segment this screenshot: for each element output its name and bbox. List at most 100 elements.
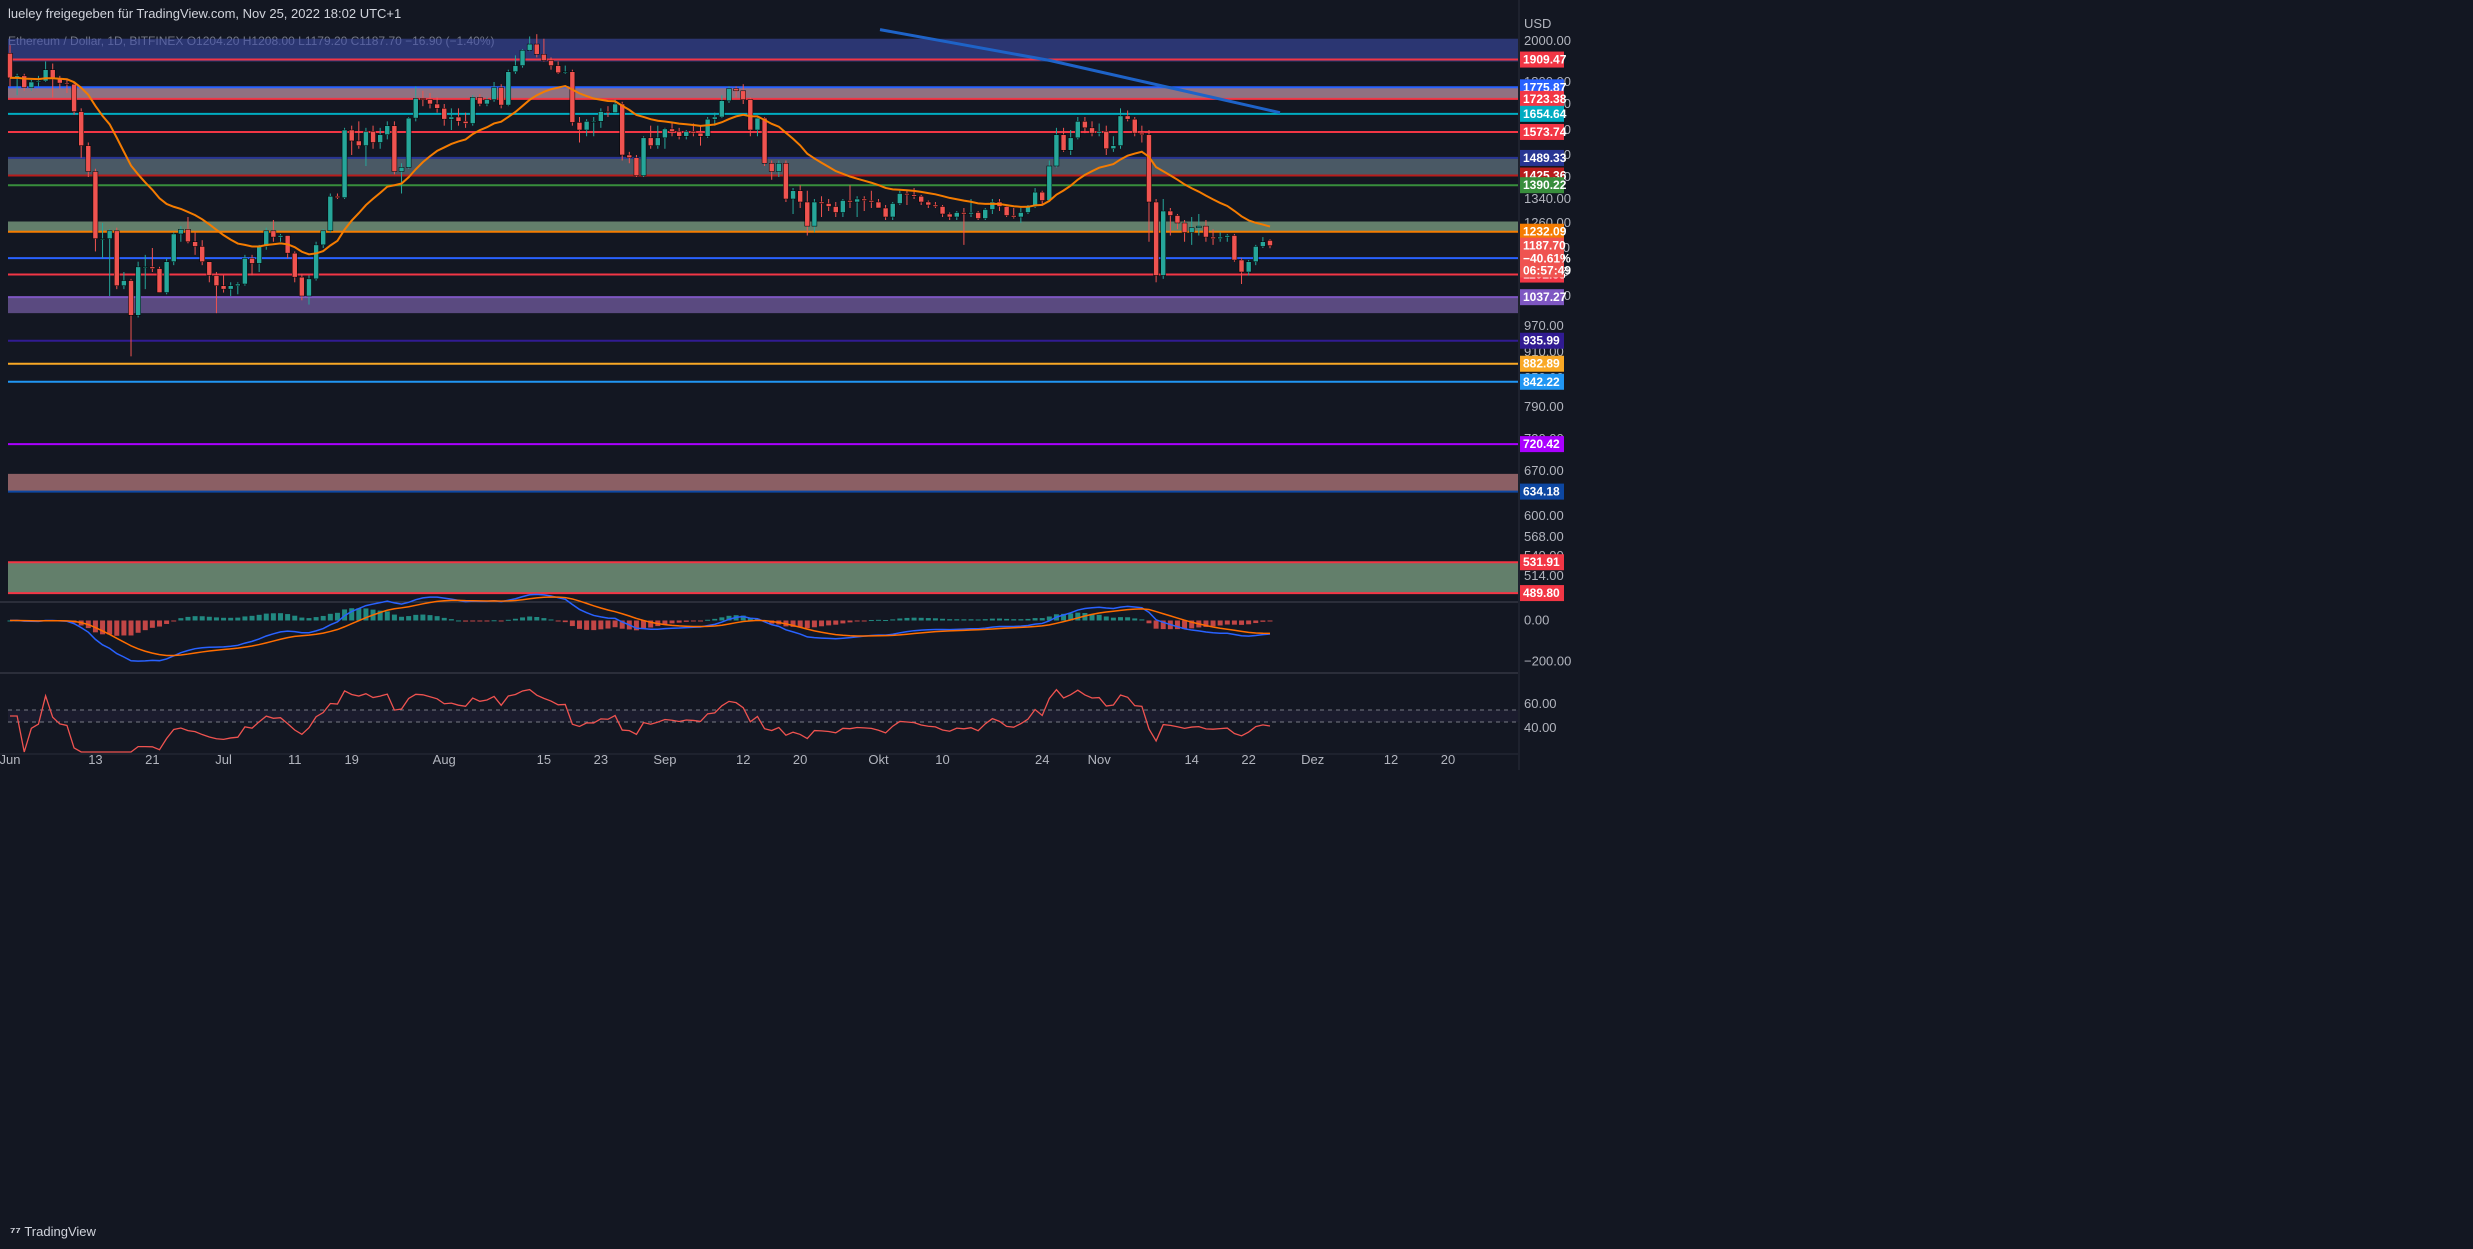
macd-histogram-bar (897, 618, 903, 621)
candle-body (441, 108, 447, 120)
candle-body (1188, 227, 1195, 233)
macd-histogram-bar (512, 618, 518, 621)
macd-histogram-bar (662, 620, 668, 625)
macd-histogram-bar (804, 620, 810, 629)
macd-y-tick: −200.00 (1524, 654, 1571, 669)
candle-body (1032, 191, 1038, 207)
candle (242, 254, 248, 286)
macd-histogram-bar (377, 610, 383, 621)
candle (783, 160, 789, 202)
macd-signal-line (9, 596, 1271, 657)
candle-body (1018, 212, 1024, 218)
candle (1160, 199, 1166, 279)
candle-body (534, 43, 540, 55)
candle-body (1067, 137, 1074, 151)
candle-body (1253, 246, 1259, 262)
macd-histogram-bar (541, 618, 547, 621)
candle-body (633, 157, 640, 176)
macd-histogram-bar (249, 615, 255, 621)
candle-body (612, 103, 618, 113)
macd-histogram-bar (491, 620, 497, 622)
candle-body (1053, 134, 1060, 167)
macd-histogram-bar (833, 620, 839, 625)
candle-body (548, 60, 554, 66)
macd-histogram-bar (107, 620, 113, 635)
candle (676, 127, 682, 140)
candle (1117, 108, 1124, 149)
candle (427, 93, 433, 109)
macd-histogram-bar (505, 619, 511, 621)
macd-histogram-bar (790, 620, 796, 627)
candle (1132, 117, 1138, 137)
candle-body (797, 190, 803, 203)
candle-body (7, 53, 13, 79)
candle (975, 211, 981, 220)
candle-body (1110, 145, 1117, 149)
candle-body (1124, 115, 1131, 120)
level-label-bg-7 (1520, 177, 1564, 194)
candle-body (968, 212, 974, 215)
candle (847, 185, 853, 208)
candle (605, 106, 611, 117)
candle (833, 202, 839, 217)
candle (1124, 110, 1131, 122)
y-tick-label: 1340.00 (1524, 191, 1571, 206)
macd-histogram-bar (1260, 620, 1266, 622)
macd-histogram-bar (577, 620, 582, 629)
candle (505, 69, 512, 107)
level-label-13: 882.89 (1523, 357, 1560, 371)
candle-body (149, 266, 156, 269)
level-label-3: 1654.64 (1523, 107, 1567, 121)
macd-histogram-bar (463, 620, 469, 622)
candle (982, 208, 988, 220)
candle-body (754, 117, 761, 131)
candle-body (946, 213, 953, 218)
macd-histogram-bar (591, 620, 597, 631)
macd-histogram-bar (527, 616, 533, 621)
macd-histogram-bar (1132, 618, 1138, 621)
candle-body (526, 43, 533, 51)
macd-histogram-bar (1203, 620, 1209, 627)
macd-histogram-bar (520, 617, 526, 621)
candle-body (178, 229, 184, 235)
macd-histogram-bar (883, 619, 889, 621)
macd-histogram-bar (1096, 614, 1102, 621)
candle-body (655, 137, 661, 146)
candle (213, 272, 220, 314)
macd-histogram-bar (968, 619, 974, 621)
candle (861, 196, 867, 211)
candle (768, 160, 775, 180)
x-tick-label: Sep (653, 752, 676, 767)
candle (598, 108, 604, 128)
candle (114, 227, 120, 290)
candle-body (861, 198, 867, 201)
level-label-bg-18 (1520, 585, 1564, 602)
candle-body (128, 280, 134, 316)
candle-body (413, 98, 419, 119)
macd-histogram-bar (1103, 616, 1109, 621)
candle-body (220, 285, 227, 290)
candle-body (583, 121, 590, 131)
candle-body (590, 121, 597, 123)
x-tick-label: 21 (145, 752, 159, 767)
candle-body (356, 140, 362, 146)
candle (1196, 214, 1202, 236)
candle (163, 258, 170, 295)
x-tick-label: Dez (1301, 752, 1324, 767)
level-label-bg-8 (1520, 223, 1564, 240)
macd-histogram-bar (890, 619, 896, 621)
level-label-bg-2 (1520, 90, 1564, 107)
candle (99, 223, 106, 259)
candle (726, 86, 732, 103)
y-tick-label: 600.00 (1524, 508, 1564, 523)
candle-body (491, 87, 497, 100)
level-label-bg-13 (1520, 355, 1564, 372)
candle-body (911, 194, 917, 197)
level-label-bg-3 (1520, 105, 1564, 122)
x-tick-label: 12 (1384, 752, 1398, 767)
candle (420, 90, 426, 107)
x-tick-label: 10 (935, 752, 949, 767)
x-tick-label: Jun (0, 752, 20, 767)
level-label-bg-14 (1520, 373, 1564, 390)
